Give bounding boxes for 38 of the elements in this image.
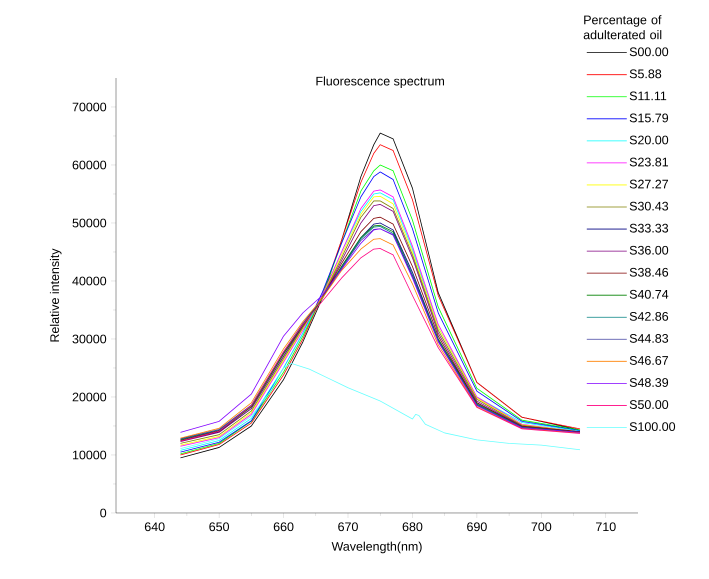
x-tick-label: 690 (467, 522, 487, 532)
y-tick-label: 30000 (72, 334, 106, 344)
legend-label: S11.11 (630, 91, 666, 100)
x-tick-label: 700 (532, 522, 552, 532)
x-tick-label: 670 (338, 522, 358, 532)
legend-label: S50.00 (630, 400, 668, 409)
y-tick-label: 70000 (72, 102, 106, 112)
y-tick-label: 60000 (72, 160, 106, 170)
y-tick-label: 40000 (72, 276, 106, 286)
x-tick-label: 710 (596, 522, 616, 532)
x-tick-label: 660 (274, 522, 294, 532)
legend-label: S15.79 (630, 114, 668, 122)
legend-label: S5.88 (630, 69, 662, 78)
y-tick-label: 0 (100, 508, 106, 518)
legend-label: S20.00 (630, 136, 668, 144)
legend-label: S48.39 (630, 378, 668, 387)
x-tick-label: 650 (209, 522, 230, 532)
legend-label: S30.43 (630, 202, 668, 211)
legend-label: S36.00 (630, 246, 668, 255)
y-axis-title: Relative intensity (50, 248, 62, 342)
legend-label: S40.74 (630, 290, 668, 299)
legend-label: S100.00 (630, 422, 676, 432)
y-tick-label: 50000 (72, 218, 106, 228)
legend-label: S44.83 (630, 334, 668, 343)
x-tick-label: 640 (144, 522, 165, 532)
x-axis-title: Wavelength(nm) (332, 542, 422, 554)
y-tick-label: 20000 (72, 392, 106, 402)
legend-title: Percentage of adulterated oil (584, 15, 662, 40)
legend-label: S27.27 (630, 180, 668, 188)
x-tick-label: 680 (402, 522, 422, 532)
legend-label: S33.33 (630, 224, 668, 233)
chart-title: Fluorescence spectrum (316, 76, 444, 88)
legend-label: S42.86 (630, 312, 668, 321)
legend-label: S00.00 (630, 47, 668, 56)
legend-label: S38.46 (630, 268, 668, 277)
legend-label: S46.67 (630, 356, 668, 365)
legend-label: S23.81 (630, 158, 668, 166)
y-tick-label: 10000 (72, 450, 106, 460)
